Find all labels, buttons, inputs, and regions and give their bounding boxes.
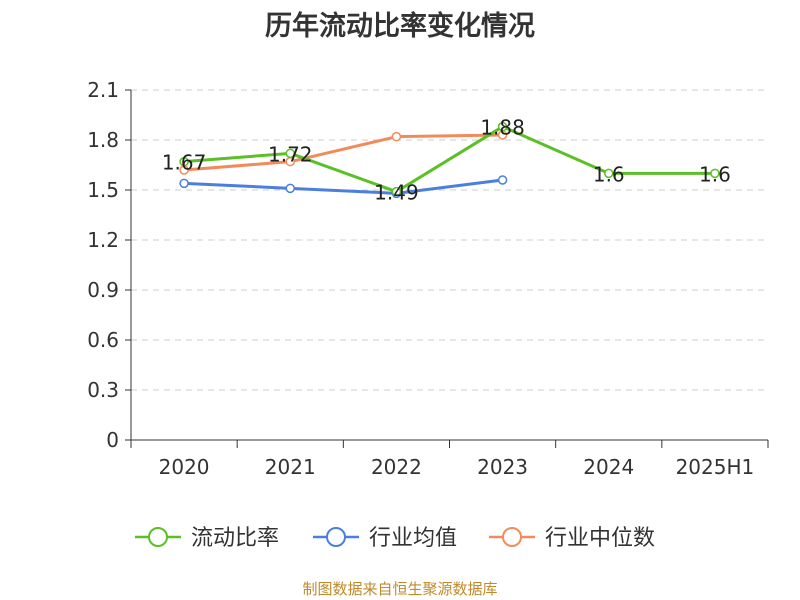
legend-label: 流动比率 [191,526,279,551]
series-line [183,125,715,194]
data-point [391,186,402,197]
y-tick-label: 0.3 [87,378,119,402]
data-point [710,168,720,179]
series-line [183,133,503,172]
series-lines [179,121,720,199]
data-point [497,175,508,185]
y-tick-label: 0.9 [87,278,119,302]
y-tick-label: 2.1 [87,78,119,102]
data-label: 1.72 [268,142,313,166]
series-line [184,178,503,195]
data-point [179,178,189,189]
data-point [604,168,614,179]
data-label: 1.49 [374,181,419,205]
x-tick-label: 2025H1 [676,455,755,479]
x-tick-label: 2022 [371,455,422,479]
data-label: 1.67 [162,151,207,175]
x-tick-label: 2024 [583,455,634,479]
chart-title: 历年流动比率变化情况 [265,11,535,42]
legend-marker [502,527,522,547]
y-tick-label: 1.2 [87,228,119,252]
x-tick-label: 2020 [159,455,210,479]
data-point [391,131,402,142]
legend-label: 行业均值 [369,526,457,551]
y-tick-label: 1.5 [87,178,119,202]
legend-marker [148,527,168,547]
data-label: 1.6 [699,162,731,186]
legend-marker [326,527,346,547]
x-tick-label: 2023 [477,455,528,479]
data-point [497,121,508,132]
y-tick-label: 1.8 [87,128,119,152]
x-tick-label: 2021 [265,455,316,479]
data-label: 1.88 [480,116,525,140]
legend-label: 行业中位数 [545,526,655,551]
y-tick-label: 0 [106,428,119,452]
data-point [285,148,295,159]
data-label: 1.6 [593,162,625,186]
legend: 流动比率 行业均值 行业中位数 [135,526,655,551]
data-labels: 1.67 1.72 1.49 1.88 1.6 1.6 [162,116,731,205]
source-note: 制图数据来自恒生聚源数据库 [302,580,498,598]
data-point [285,183,295,194]
data-point [179,156,189,167]
y-tick-label: 0.6 [87,328,119,352]
axes: 0 0.3 0.6 0.9 1.2 1.5 1.8 2.1 2020 2021 2022 2023 20… [87,78,769,479]
grid-lines [131,89,768,391]
